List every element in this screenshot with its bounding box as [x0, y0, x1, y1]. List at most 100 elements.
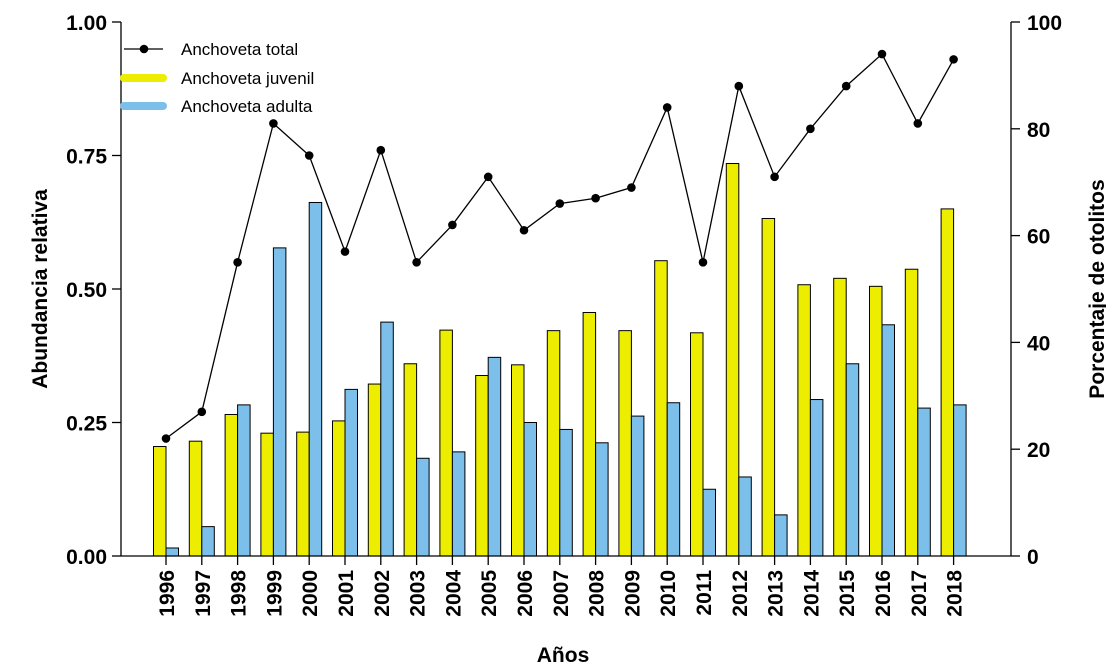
- x-tick-label-2010: 2010: [657, 570, 680, 617]
- bar-adulta-2008: [595, 442, 609, 557]
- x-tick-label-2004: 2004: [442, 570, 465, 617]
- bar-juvenil-2006: [511, 364, 525, 557]
- bar-adulta-2013: [774, 514, 788, 557]
- point-total-2012: [734, 81, 744, 91]
- x-tick-label-2003: 2003: [407, 570, 430, 617]
- x-tick-label-2008: 2008: [586, 570, 609, 617]
- y-right-tick-label-100: 100: [1027, 12, 1062, 35]
- point-total-2015: [841, 81, 851, 91]
- bar-juvenil-2015: [833, 277, 847, 557]
- x-tick-label-2017: 2017: [908, 570, 931, 617]
- bar-juvenil-2010: [654, 260, 668, 557]
- y-right-tick-label-80: 80: [1027, 119, 1050, 142]
- bar-juvenil-2003: [403, 363, 418, 557]
- x-tick-label-2018: 2018: [944, 570, 967, 617]
- point-total-1999: [269, 119, 278, 128]
- bar-juvenil-2017: [904, 268, 919, 557]
- bar-juvenil-2014: [797, 284, 811, 557]
- x-tick-label-1999: 1999: [263, 570, 286, 617]
- bar-juvenil-2002: [367, 383, 382, 557]
- point-total-1998: [233, 258, 242, 267]
- point-total-2016: [877, 49, 887, 59]
- point-total-2004: [448, 220, 457, 230]
- bar-juvenil-2012: [725, 163, 740, 557]
- y-right-tick-label-20: 20: [1027, 439, 1050, 462]
- bar-juvenil-2009: [618, 330, 632, 557]
- bar-adulta-1997: [201, 526, 215, 557]
- bar-juvenil-2004: [439, 329, 453, 557]
- point-total-2009: [627, 183, 636, 192]
- x-tick-label-2006: 2006: [514, 570, 537, 617]
- x-tick-label-2013: 2013: [765, 570, 788, 617]
- bar-juvenil-2007: [546, 330, 561, 557]
- legend-label-anchoveta-juvenil: Anchoveta juvenil: [181, 69, 314, 88]
- ticks-layer: 1996 1997 1998 1999 2000 2001 2002 2003 2004 2005…: [66, 12, 1062, 617]
- bar-adulta-2011: [702, 488, 716, 557]
- bar-juvenil-1998: [224, 413, 239, 557]
- bar-adulta-2014: [809, 399, 824, 557]
- bar-adulta-2004: [451, 451, 466, 557]
- point-total-2014: [806, 124, 815, 134]
- legend-marker-anchoveta-total: [139, 44, 149, 54]
- bar-adulta-2000: [308, 201, 323, 557]
- line-layer: [161, 49, 958, 443]
- y-axis-left-label: Abundancia relativa: [29, 189, 52, 389]
- x-tick-label-2009: 2009: [621, 570, 644, 617]
- bar-adulta-2012: [738, 476, 752, 557]
- bar-adulta-1999: [272, 247, 287, 557]
- point-total-1997: [197, 407, 207, 417]
- point-total-2018: [949, 55, 958, 64]
- bar-adulta-2016: [881, 324, 895, 557]
- x-tick-label-2005: 2005: [478, 570, 501, 617]
- y-left-tick-label-0.75: 0.75: [66, 146, 107, 169]
- point-total-2000: [304, 151, 314, 160]
- x-tick-label-2012: 2012: [729, 570, 752, 617]
- x-tick-label-2015: 2015: [836, 570, 859, 617]
- bar-adulta-2006: [523, 422, 537, 557]
- legend: Anchoveta total Anchoveta juvenil Anchov…: [120, 40, 314, 116]
- x-tick-label-1996: 1996: [156, 570, 179, 617]
- bar-adulta-2005: [487, 356, 502, 557]
- y-left-tick-label-0.00: 0.00: [66, 546, 107, 569]
- point-total-2006: [519, 225, 529, 235]
- bar-adulta-2018: [953, 404, 967, 557]
- bar-adulta-2015: [845, 363, 860, 557]
- point-total-2001: [340, 247, 350, 256]
- x-tick-label-2000: 2000: [299, 570, 322, 617]
- x-tick-label-2002: 2002: [371, 570, 394, 617]
- x-tick-label-1998: 1998: [228, 570, 251, 617]
- bar-juvenil-2013: [761, 218, 776, 557]
- x-tick-label-1997: 1997: [192, 570, 215, 617]
- point-total-2008: [591, 193, 600, 203]
- bar-juvenil-2001: [332, 420, 346, 557]
- x-tick-label-2001: 2001: [335, 570, 358, 617]
- y-left-tick-label-1.00: 1.00: [66, 12, 107, 35]
- y-right-tick-label-60: 60: [1027, 226, 1050, 249]
- legend-label-anchoveta-total: Anchoveta total: [181, 40, 298, 59]
- x-axis-label: Años: [537, 644, 590, 667]
- bar-adulta-1996: [165, 547, 179, 557]
- bar-adulta-2009: [630, 415, 645, 557]
- bar-juvenil-1996: [153, 446, 167, 557]
- bar-juvenil-2005: [475, 375, 489, 557]
- bar-adulta-2003: [416, 457, 430, 557]
- point-total-2003: [412, 258, 421, 267]
- bar-juvenil-1997: [188, 440, 203, 557]
- y-right-tick-label-0: 0: [1027, 546, 1039, 569]
- bar-adulta-2017: [917, 407, 931, 557]
- bar-adulta-2010: [666, 402, 681, 557]
- bar-adulta-2002: [380, 321, 394, 557]
- bar-adulta-2001: [344, 388, 358, 557]
- point-total-2007: [555, 199, 565, 208]
- x-tick-label-2011: 2011: [693, 570, 716, 616]
- point-total-2002: [376, 145, 386, 155]
- x-tick-label-2007: 2007: [550, 570, 573, 617]
- point-total-1996: [161, 434, 171, 443]
- point-total-2017: [913, 119, 923, 128]
- x-tick-label-2014: 2014: [800, 570, 823, 617]
- x-tick-label-2016: 2016: [872, 570, 895, 617]
- bar-juvenil-2008: [582, 311, 597, 557]
- point-total-2011: [698, 258, 708, 267]
- bar-adulta-1998: [237, 404, 251, 557]
- point-total-2013: [770, 172, 779, 182]
